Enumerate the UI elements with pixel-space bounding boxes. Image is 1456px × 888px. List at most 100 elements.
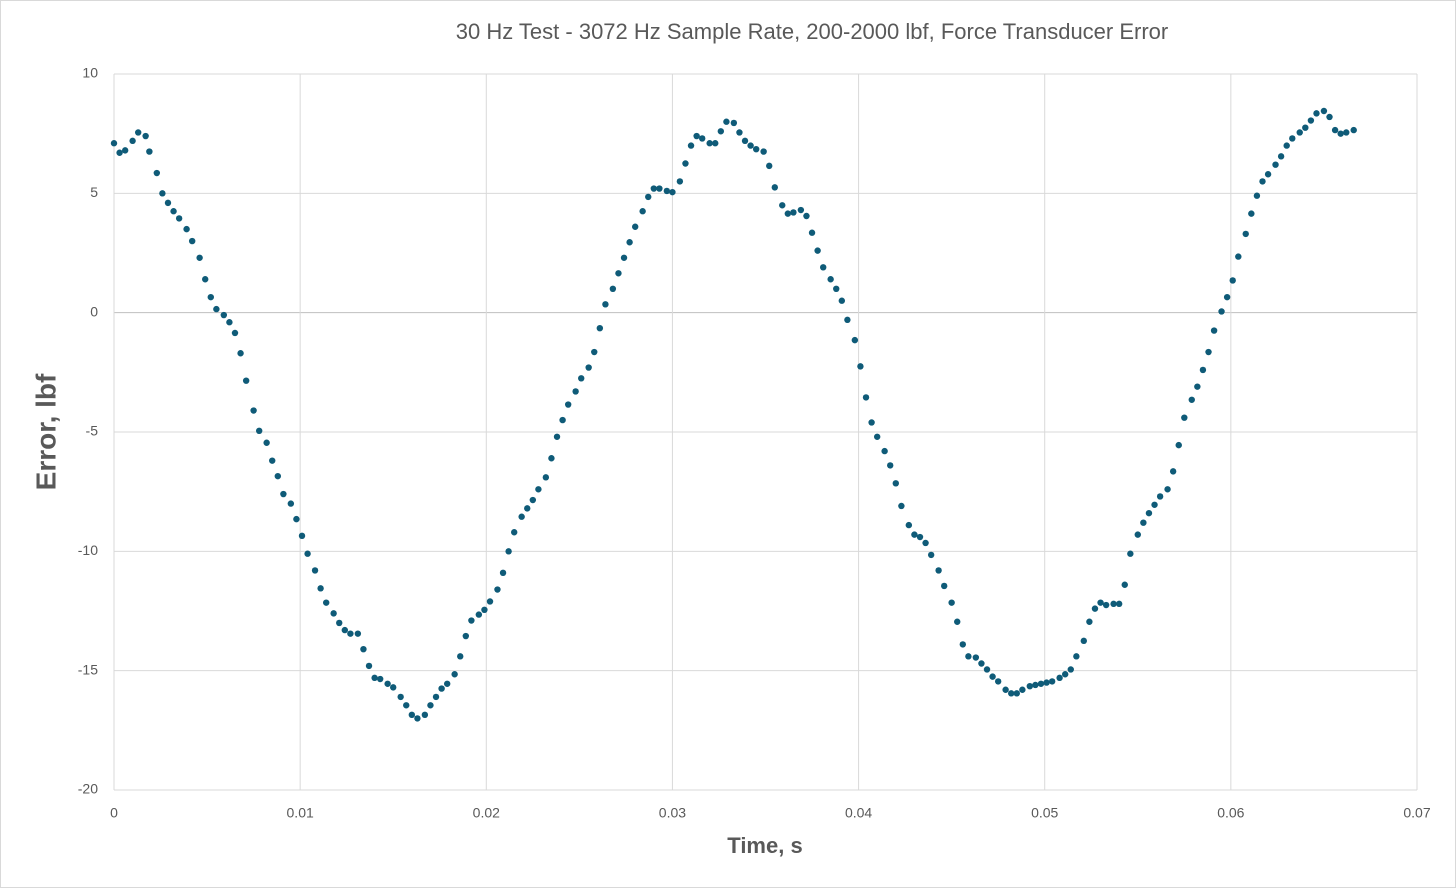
data-point bbox=[1175, 441, 1182, 449]
data-point bbox=[443, 680, 451, 687]
data-point bbox=[905, 521, 913, 529]
data-point bbox=[213, 305, 220, 313]
data-point bbox=[1205, 348, 1212, 356]
data-point bbox=[323, 599, 330, 606]
data-point bbox=[922, 539, 929, 547]
data-point bbox=[1320, 107, 1328, 115]
data-point bbox=[766, 162, 773, 170]
data-point bbox=[564, 401, 572, 408]
data-point bbox=[663, 187, 671, 195]
data-point bbox=[481, 606, 488, 614]
y-tick-label: -10 bbox=[78, 542, 98, 558]
data-point bbox=[511, 529, 518, 536]
data-point bbox=[760, 148, 767, 155]
data-point bbox=[1037, 680, 1045, 687]
data-point bbox=[354, 630, 362, 637]
data-point bbox=[146, 148, 153, 155]
data-point bbox=[747, 142, 754, 149]
data-point bbox=[494, 586, 501, 593]
data-point bbox=[935, 567, 942, 574]
data-point bbox=[475, 611, 483, 618]
data-point bbox=[134, 129, 142, 136]
data-point bbox=[1313, 110, 1320, 117]
data-point bbox=[1296, 129, 1303, 136]
data-point bbox=[676, 178, 684, 185]
data-point bbox=[129, 137, 136, 145]
data-point bbox=[347, 630, 354, 637]
data-point bbox=[1331, 126, 1339, 134]
data-point bbox=[978, 660, 985, 667]
data-point bbox=[518, 513, 525, 520]
data-point bbox=[844, 316, 851, 324]
data-point bbox=[142, 132, 149, 140]
data-point bbox=[898, 502, 905, 510]
data-point bbox=[1199, 366, 1207, 374]
data-point bbox=[559, 416, 566, 424]
data-point bbox=[226, 319, 233, 326]
data-point bbox=[994, 678, 1002, 685]
data-point bbox=[948, 599, 955, 606]
data-point bbox=[656, 185, 663, 192]
data-point bbox=[1002, 686, 1009, 693]
data-point bbox=[207, 293, 214, 301]
data-point bbox=[572, 388, 579, 395]
data-point bbox=[1350, 126, 1357, 134]
data-point bbox=[1145, 509, 1153, 517]
data-point bbox=[202, 276, 209, 283]
data-point bbox=[639, 208, 646, 215]
data-point bbox=[609, 285, 617, 292]
data-point bbox=[486, 598, 494, 605]
data-point bbox=[468, 617, 475, 624]
data-point bbox=[1326, 113, 1333, 121]
data-point bbox=[159, 190, 166, 197]
data-point bbox=[1283, 142, 1290, 149]
data-point bbox=[1289, 135, 1296, 142]
data-point bbox=[1134, 531, 1141, 538]
x-tick-label: 0.01 bbox=[287, 805, 314, 821]
data-point bbox=[699, 135, 706, 142]
data-point bbox=[304, 550, 311, 557]
data-point bbox=[365, 662, 373, 670]
data-point bbox=[298, 532, 306, 540]
data-point bbox=[1140, 519, 1147, 526]
data-point bbox=[1008, 690, 1015, 697]
data-point bbox=[1156, 493, 1164, 500]
data-point bbox=[1242, 230, 1249, 238]
data-point bbox=[927, 551, 935, 559]
data-point bbox=[1223, 293, 1231, 301]
data-point bbox=[220, 311, 228, 319]
data-point bbox=[196, 254, 203, 261]
data-point bbox=[838, 297, 846, 304]
data-point bbox=[1259, 178, 1266, 185]
data-point bbox=[717, 128, 725, 135]
data-point bbox=[414, 715, 421, 722]
data-point bbox=[451, 671, 458, 678]
data-point bbox=[237, 350, 244, 357]
data-point bbox=[881, 447, 888, 455]
data-point bbox=[1026, 682, 1034, 690]
data-point bbox=[250, 407, 257, 414]
data-point bbox=[687, 142, 695, 149]
data-point bbox=[1337, 130, 1344, 137]
data-point bbox=[376, 675, 384, 683]
data-point bbox=[862, 394, 870, 401]
data-point bbox=[1210, 327, 1218, 334]
data-point bbox=[827, 276, 834, 283]
data-point bbox=[1248, 210, 1255, 217]
data-point bbox=[1272, 161, 1279, 168]
data-point bbox=[857, 363, 864, 370]
data-point bbox=[989, 673, 996, 680]
data-point bbox=[280, 490, 287, 498]
data-point bbox=[293, 515, 300, 523]
data-point bbox=[170, 208, 177, 215]
data-point bbox=[873, 433, 881, 440]
data-point bbox=[591, 348, 598, 356]
data-point bbox=[741, 137, 749, 145]
data-point bbox=[1032, 681, 1039, 689]
x-tick-label: 0.07 bbox=[1403, 805, 1430, 821]
data-point bbox=[1056, 674, 1063, 682]
data-point bbox=[1097, 599, 1104, 606]
data-point bbox=[1218, 308, 1225, 315]
y-tick-label: -5 bbox=[86, 423, 99, 439]
data-point bbox=[650, 185, 658, 192]
